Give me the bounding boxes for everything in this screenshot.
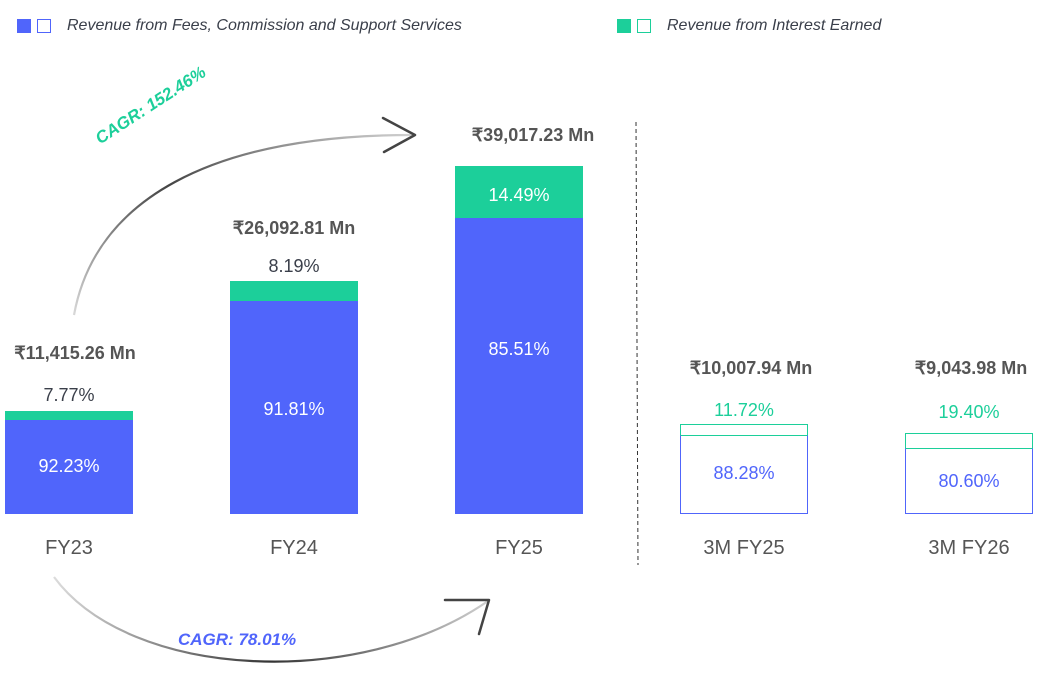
legend-fees-outline-swatch <box>37 19 51 33</box>
interest-segment: 14.49% <box>455 166 583 218</box>
fees-pct-label: 88.28% <box>713 463 775 483</box>
legend-interest: Revenue from Interest Earned <box>617 17 881 35</box>
fees-pct-label: 92.23% <box>38 456 100 476</box>
interest-pct-label: 19.40% <box>938 402 1000 422</box>
period-divider <box>635 121 639 566</box>
fees-segment: 88.28% <box>680 435 808 514</box>
cagr-fees-arrow-icon <box>53 576 491 663</box>
fees-segment: 85.51% <box>455 218 583 514</box>
interest-pct-label: 14.49% <box>488 185 550 205</box>
x-axis-label: FY25 <box>495 537 543 559</box>
interest-segment <box>5 411 133 420</box>
fees-segment: 92.23% <box>5 420 133 514</box>
interest-pct-label: 11.72% <box>714 400 774 420</box>
interest-segment <box>680 424 808 436</box>
interest-segment <box>905 433 1033 449</box>
cagr-fees-label: CAGR: 78.01% <box>178 630 297 649</box>
bar-total: ₹26,092.81 Mn <box>232 218 356 238</box>
legend-interest-filled-swatch <box>617 19 631 33</box>
bar-total: ₹11,415.26 Mn <box>14 343 136 363</box>
bar-total: ₹10,007.94 Mn <box>689 358 813 378</box>
legend-interest-label: Revenue from Interest Earned <box>667 17 882 34</box>
legend-fees-filled-swatch <box>17 19 31 33</box>
x-axis-label: 3M FY26 <box>928 537 1010 559</box>
fees-pct-label: 80.60% <box>938 471 1000 491</box>
interest-pct-label: 8.19% <box>268 256 320 276</box>
bar-total: ₹9,043.98 Mn <box>914 358 1028 378</box>
interest-segment <box>230 281 358 302</box>
x-axis-label: FY24 <box>270 537 318 559</box>
x-axis-label: FY23 <box>45 537 93 559</box>
legend-interest-outline-swatch <box>637 19 651 33</box>
fees-segment: 80.60% <box>905 448 1033 514</box>
fees-pct-label: 85.51% <box>488 339 550 359</box>
bar-total: ₹39,017.23 Mn <box>471 125 595 145</box>
cagr-interest-arrow-icon <box>72 116 417 316</box>
legend-fees: Revenue from Fees, Commission and Suppor… <box>17 17 462 35</box>
fees-segment: 91.81% <box>230 301 358 514</box>
interest-pct-label: 7.77% <box>43 385 95 405</box>
legend-fees-label: Revenue from Fees, Commission and Suppor… <box>67 17 462 34</box>
fees-pct-label: 91.81% <box>263 399 325 419</box>
x-axis-label: 3M FY25 <box>703 537 785 559</box>
